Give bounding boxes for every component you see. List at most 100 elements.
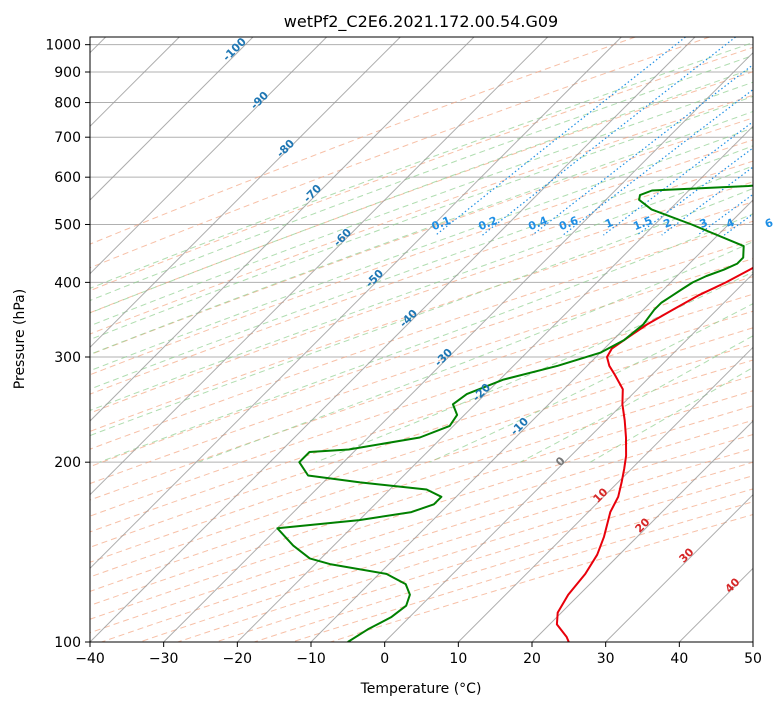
moist-adiabat-line (315, 271, 753, 463)
moist-adiabat-line (90, 127, 753, 372)
dry-adiabat-line (90, 37, 636, 245)
y-axis-ticks: 100 200 300 400 500 600 700 800 900 1000 (45, 38, 90, 651)
dry-adiabat-line (90, 343, 753, 563)
dry-adiabat-line (90, 390, 753, 606)
mixing-ratio-label: 0.6 (557, 214, 580, 233)
moist-adiabat-line (90, 68, 753, 314)
isotherm-line (531, 420, 753, 642)
x-axis-label: Temperature (°C) (360, 681, 482, 697)
y-tick-label: 500 (54, 217, 81, 233)
isotherm-line (90, 37, 549, 496)
mixing-ratio-label: 1 (603, 216, 615, 231)
mixing-ratio-label: 0.4 (526, 214, 549, 233)
y-tick-label: 400 (54, 275, 81, 291)
moist-adiabat-line (90, 110, 753, 355)
mixing-ratio-line (636, 147, 753, 236)
isotherm-line (90, 37, 622, 570)
isotherm-line (678, 567, 753, 642)
isotherm-line (90, 37, 401, 349)
isotherm-line (90, 37, 696, 642)
dewpoint-line (276, 184, 753, 642)
dry-adiabat-label: -40 (397, 307, 420, 330)
x-tick-label: −20 (223, 651, 253, 667)
mixing-ratio-line (435, 37, 686, 236)
isotherm-line (605, 493, 753, 642)
dry-adiabat-line (90, 327, 753, 548)
x-tick-label: 20 (523, 651, 541, 667)
moist-adiabat-line (99, 213, 753, 463)
x-tick-label: −30 (149, 651, 179, 667)
mixing-ratio-label: 3 (698, 216, 710, 231)
plot-frame (89, 36, 754, 643)
isotherm-line (384, 272, 753, 642)
y-tick-label: 700 (54, 130, 81, 146)
moist-adiabat-line (589, 366, 753, 463)
moist-adiabat-line (198, 241, 753, 463)
y-tick-label: 300 (54, 350, 81, 366)
dry-adiabat-line (177, 461, 753, 642)
isotherm-line (236, 125, 753, 642)
dry-adiabat-line (90, 94, 753, 335)
isotherm-line (90, 37, 328, 275)
x-tick-label: 30 (597, 651, 615, 667)
mixing-ratio-label: 6 (763, 216, 775, 231)
y-tick-label: 200 (54, 455, 81, 471)
dry-adiabat-label: -100 (220, 35, 249, 64)
x-tick-label: 0 (380, 651, 389, 667)
y-tick-label: 100 (54, 635, 81, 651)
isotherm-line (457, 346, 753, 642)
chart-title: wetPf2_C2E6.2021.172.00.54.G09 (284, 12, 558, 32)
moist-adiabat-label: 30 (677, 545, 697, 565)
x-tick-label: 50 (744, 651, 762, 667)
moist-adiabat-line (90, 54, 753, 302)
isotherm-line (310, 199, 753, 642)
dry-adiabat-line (90, 71, 753, 314)
dry-adiabat-line (90, 359, 753, 578)
dry-adiabat-line (292, 501, 753, 642)
isotherm-line (163, 51, 753, 642)
mixing-ratio-lines (435, 37, 775, 236)
dry-adiabats (90, 37, 753, 642)
mixing-ratio-line (562, 88, 753, 236)
x-tick-label: 10 (449, 651, 467, 667)
dry-adiabat-label: -30 (432, 346, 455, 369)
mixing-ratio-line (723, 213, 753, 236)
mixing-ratio-line (482, 37, 736, 236)
dry-adiabat-line (90, 37, 710, 269)
x-axis-ticks: −40 −30 −20 −10 0 10 20 30 40 50 (75, 642, 762, 667)
dry-adiabat-line (139, 447, 753, 642)
moist-adiabat-line (90, 95, 753, 341)
dry-adiabat-line (215, 475, 753, 642)
moist-adiabat-label: 10 (591, 485, 611, 505)
dry-adiabat-label: -80 (274, 137, 297, 160)
dry-adiabat-label: -90 (248, 89, 271, 112)
mixing-ratio-label: 0.1 (430, 214, 453, 233)
x-tick-label: 40 (670, 651, 688, 667)
moist-adiabat-line (90, 165, 753, 412)
dry-adiabat-line (101, 433, 753, 642)
isotherms (90, 37, 753, 642)
y-axis-label: Pressure (hPa) (12, 289, 28, 389)
y-tick-label: 1000 (45, 38, 81, 54)
y-tick-label: 900 (54, 65, 81, 81)
mixing-ratio-label: 0.2 (476, 214, 499, 233)
line-labels: -100-90-80-70-60-50-40-30-20-10010203040… (220, 35, 775, 596)
isotherm-line (90, 37, 254, 201)
mixing-ratio-label: 2 (662, 216, 674, 231)
mixing-ratio-line (763, 37, 775, 235)
moist-adiabat-label: 40 (723, 575, 743, 595)
y-tick-label: 800 (54, 96, 81, 112)
dry-adiabat-label: -60 (331, 226, 354, 249)
isobar-gridlines (90, 44, 753, 643)
dry-adiabat-line (90, 375, 753, 592)
y-tick-label: 600 (54, 170, 81, 186)
mixing-ratio-line (603, 121, 753, 236)
dry-adiabat-line (90, 419, 753, 634)
x-tick-label: −40 (75, 651, 105, 667)
isotherm-line (90, 37, 475, 422)
moist-adiabat-line (90, 41, 753, 289)
isotherm-line (752, 641, 753, 642)
moist-adiabat-line (429, 303, 753, 463)
moist-adiabat-line (90, 145, 753, 390)
